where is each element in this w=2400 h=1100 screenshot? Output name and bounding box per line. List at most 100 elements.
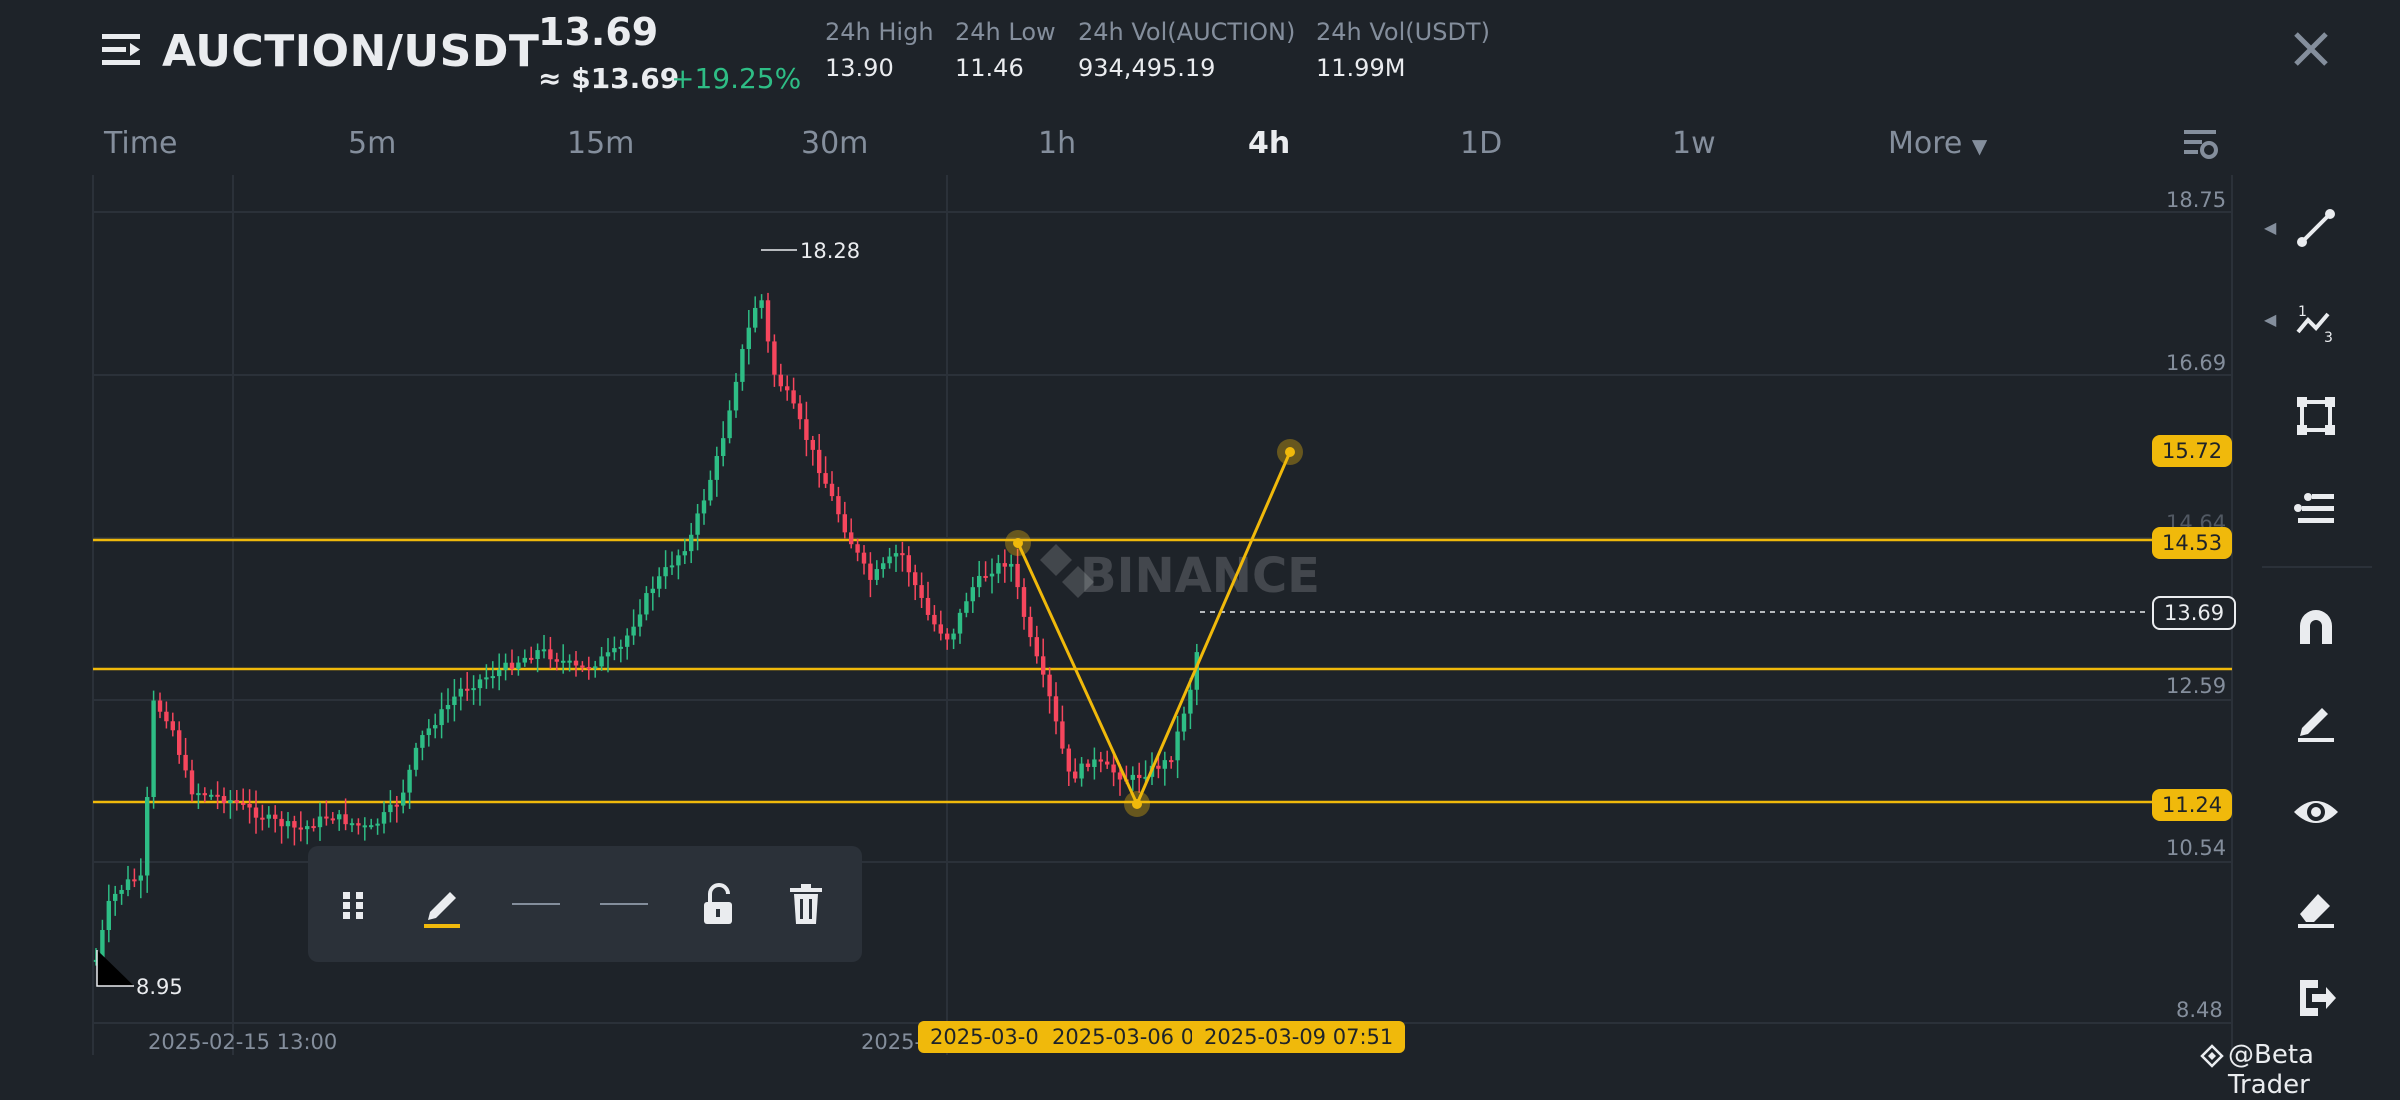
candle-body: [202, 793, 207, 796]
date-pill-end: 2025-03-09 07:51: [1192, 1021, 1406, 1053]
candle-body: [663, 567, 668, 577]
candle-body: [1092, 759, 1097, 767]
visibility-eye-icon[interactable]: [2290, 786, 2342, 838]
stat-value-vol-quote: 11.99M: [1316, 54, 1406, 82]
tab-5m[interactable]: 5m: [348, 126, 397, 161]
menu-icon[interactable]: [100, 28, 144, 72]
svg-text:1: 1: [2298, 304, 2307, 320]
pencil-icon[interactable]: [416, 878, 468, 930]
candle-body: [695, 513, 700, 535]
candle-body: [580, 665, 585, 668]
expand-arrow-icon[interactable]: ◀: [2264, 218, 2277, 237]
candle-body: [919, 585, 924, 598]
candle-body: [189, 770, 195, 795]
candle-body: [817, 449, 822, 474]
tab-1w[interactable]: 1w: [1672, 126, 1716, 161]
candle-body: [913, 572, 918, 586]
candle-body: [465, 688, 470, 691]
candle-body: [234, 800, 239, 803]
watermark-logo: [1040, 544, 1094, 598]
trend-line-tool-icon[interactable]: [2290, 202, 2342, 254]
candle-body: [177, 730, 182, 755]
candle-body: [599, 656, 604, 667]
line-width-icon[interactable]: [598, 878, 650, 930]
candle-body: [676, 555, 681, 566]
draw-pencil-icon[interactable]: [2290, 694, 2342, 746]
candle-body: [733, 381, 739, 411]
candle-body: [369, 825, 374, 828]
candle-body: [1002, 563, 1007, 567]
candles: [93, 292, 1199, 971]
candle-body: [957, 612, 963, 634]
tab-1d[interactable]: 1D: [1460, 126, 1503, 161]
pair-title[interactable]: AUCTION/USDT: [162, 26, 540, 77]
date-axis-label: 2025-: [861, 1030, 923, 1054]
candle-body: [701, 500, 707, 514]
candle-body: [330, 818, 335, 821]
candle-body: [989, 573, 995, 577]
candle-body: [1098, 759, 1103, 762]
candle-body: [445, 704, 451, 710]
credit-logo-icon: [2200, 1044, 2224, 1068]
candle-body: [1111, 764, 1116, 773]
tab-time[interactable]: Time: [104, 126, 178, 161]
svg-text:3: 3: [2324, 330, 2333, 346]
price-tag-support[interactable]: 11.24: [2152, 789, 2233, 821]
candle-body: [93, 959, 99, 962]
tab-4h[interactable]: 4h: [1248, 126, 1291, 161]
magnet-icon[interactable]: [2290, 600, 2342, 652]
candle-body: [721, 438, 726, 457]
candle-body: [196, 793, 201, 796]
exit-icon[interactable]: [2290, 972, 2342, 1024]
candle-body: [1181, 713, 1187, 732]
candle-body: [477, 679, 483, 689]
candle-body: [714, 456, 719, 480]
candle-body: [170, 721, 175, 731]
candle-body: [823, 473, 828, 484]
unlock-icon[interactable]: [692, 878, 744, 930]
line-style-icon[interactable]: [510, 878, 562, 930]
close-icon[interactable]: [2290, 28, 2332, 70]
candle-body: [740, 349, 745, 382]
candle-body: [343, 814, 348, 825]
price-tag-upper[interactable]: 15.72: [2152, 435, 2233, 467]
tab-1h[interactable]: 1h: [1038, 126, 1077, 161]
candle-body: [1188, 689, 1193, 714]
tab-30m[interactable]: 30m: [801, 126, 869, 161]
candle-body: [657, 576, 662, 589]
eraser-icon[interactable]: [2290, 880, 2342, 932]
price-axis-label: 12.59: [2166, 674, 2227, 698]
candle-body: [561, 660, 566, 663]
delete-icon[interactable]: [780, 878, 832, 930]
tab-15m[interactable]: 15m: [567, 126, 635, 161]
drawn-pattern-line[interactable]: [1016, 451, 1292, 808]
expand-arrow-icon[interactable]: ◀: [2264, 310, 2277, 329]
candle-body: [637, 614, 643, 627]
chart-settings-icon[interactable]: [2180, 124, 2220, 164]
date-pill-mid: 2025-03-06 04: [1040, 1021, 1214, 1053]
candle-body: [317, 816, 323, 828]
candle-body: [868, 563, 873, 580]
drag-handle-icon[interactable]: [328, 878, 380, 930]
candle-body: [810, 439, 815, 450]
last-price: 13.69: [538, 10, 659, 54]
candle-body: [945, 633, 950, 640]
candle-body: [151, 700, 156, 798]
low-marker-line: [96, 950, 134, 987]
price-change: +19.25%: [671, 62, 802, 95]
high-annotation: 18.28: [800, 239, 860, 263]
price-axis-label: 8.48: [2176, 998, 2223, 1022]
candle-body: [138, 875, 143, 881]
shape-tool-icon[interactable]: [2290, 390, 2342, 442]
candlestick-chart[interactable]: BINANCE 18.28 8.95: [0, 170, 2240, 1080]
candle-body: [490, 676, 495, 679]
candle-body: [145, 797, 150, 876]
candle-body: [247, 803, 252, 808]
candle-body: [778, 374, 783, 387]
candle-body: [356, 823, 361, 826]
fib-tool-icon[interactable]: [2290, 484, 2342, 536]
price-axis-label: 10.54: [2166, 836, 2227, 860]
price-tag-resistance[interactable]: 14.53: [2152, 527, 2233, 559]
tab-more[interactable]: More ▼: [1888, 126, 1987, 161]
